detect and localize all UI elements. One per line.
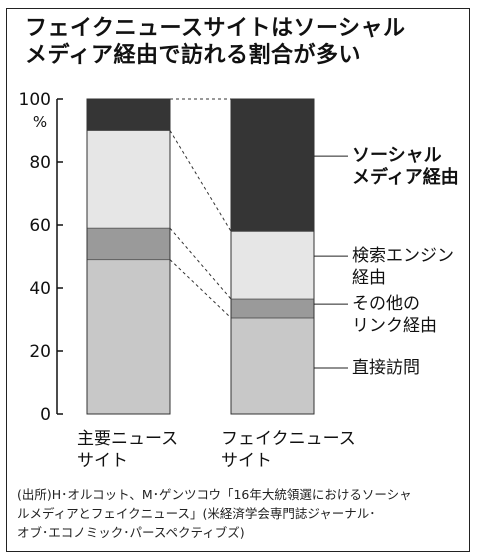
- chart-panel: フェイクニュースサイトはソーシャル メディア経由で訪れる割合が多い 0 20 40 6…: [6, 8, 470, 552]
- x-category-label: フェイクニュース: [221, 429, 356, 449]
- y-tick-label: 0: [40, 405, 51, 425]
- title-line-2: メディア経由で訪れる割合が多い: [25, 43, 361, 68]
- legend-label: 検索エンジン: [352, 246, 454, 266]
- bar-segment: [86, 227, 171, 261]
- connector-line: [169, 259, 232, 319]
- source-line-3: オブ･エコノミック･パースペクティブズ): [17, 525, 245, 540]
- bar-segment: [230, 317, 315, 415]
- source-line-2: ルメディアとフェイクニュース」(米経済学会専門誌ジャーナル･: [17, 506, 376, 521]
- y-tick-label: 20: [29, 342, 51, 362]
- y-tick-label: 80: [29, 153, 51, 173]
- bar-segment: [86, 259, 171, 415]
- bar-segment: [230, 98, 315, 232]
- connector-line: [169, 130, 232, 232]
- y-unit-label: %: [33, 113, 47, 131]
- x-category-label: 主要ニュース: [77, 429, 178, 449]
- legend-label: その他の: [352, 294, 420, 314]
- source-line-1: (出所)H･オルコット、M･ゲンツコウ「16年大統領選におけるソーシャ: [17, 487, 412, 502]
- legend-label: リンク経由: [352, 316, 437, 336]
- bar-outline: [86, 98, 171, 415]
- legend-label: メディア経由: [352, 166, 459, 188]
- bar-segment: [230, 298, 315, 319]
- legend-label: 経由: [352, 268, 386, 288]
- legend-label: 直接訪問: [352, 358, 420, 378]
- title-line-1: フェイクニュースサイトはソーシャル: [25, 16, 406, 41]
- bar-segment: [230, 230, 315, 300]
- y-tick-label: 40: [29, 279, 51, 299]
- chart-title: フェイクニュースサイトはソーシャル メディア経由で訪れる割合が多い: [25, 15, 465, 69]
- connector-line: [169, 227, 232, 300]
- source-note: (出所)H･オルコット、M･ゲンツコウ「16年大統領選におけるソーシャ ルメディ…: [17, 485, 463, 542]
- x-category-label: サイト: [77, 451, 128, 471]
- y-tick-label: 100: [19, 90, 51, 110]
- bar-segment: [86, 98, 171, 131]
- bar-segment: [86, 130, 171, 229]
- legend-label: ソーシャル: [352, 145, 442, 166]
- stacked-bar-chart: 020406080100%主要ニュースサイトフェイクニュースサイトソーシャルメデ…: [19, 90, 459, 471]
- x-category-label: サイト: [221, 451, 272, 471]
- y-tick-label: 60: [29, 216, 51, 236]
